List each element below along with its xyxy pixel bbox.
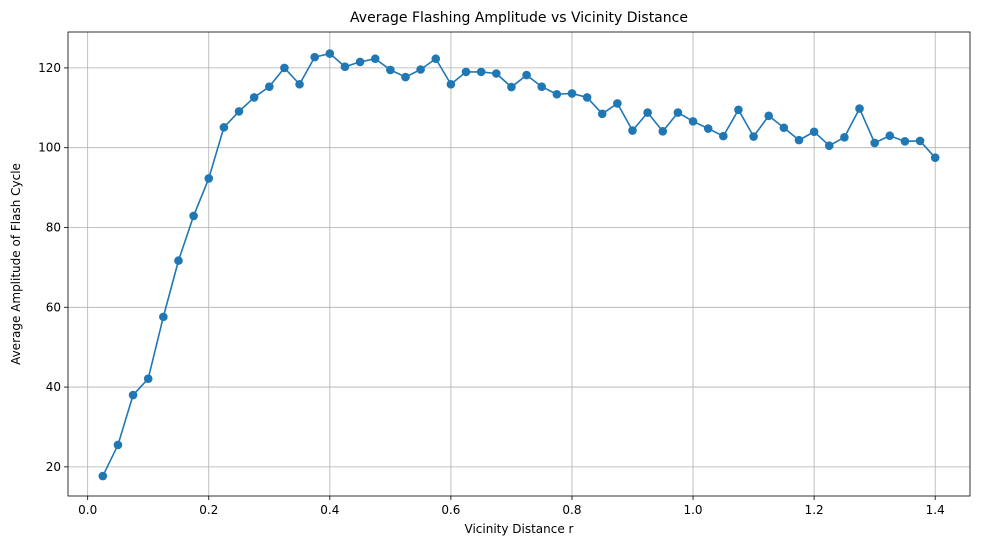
data-point: [446, 79, 456, 89]
data-point: [280, 63, 289, 73]
y-tick-label: 20: [46, 460, 61, 474]
data-point: [688, 117, 698, 126]
data-point: [885, 131, 895, 141]
data-point: [476, 67, 486, 77]
data-point: [824, 141, 834, 151]
data-point: [401, 72, 410, 82]
data-point: [537, 82, 547, 91]
data-point: [628, 126, 637, 135]
data-point: [915, 136, 925, 146]
data-point: [386, 65, 395, 75]
data-point: [219, 123, 229, 132]
data-point: [779, 123, 789, 133]
x-tick-label: 1.4: [926, 503, 945, 517]
data-point: [658, 127, 668, 136]
data-point: [749, 132, 758, 141]
data-point: [703, 124, 713, 133]
x-tick-label: 1.2: [805, 503, 824, 517]
data-point: [431, 54, 441, 64]
chart-title: Average Flashing Amplitude vs Vicinity D…: [350, 10, 688, 26]
data-point: [507, 82, 516, 92]
data-point: [809, 127, 819, 137]
data-point: [295, 79, 304, 89]
data-point: [643, 108, 652, 117]
data-point: [900, 137, 910, 146]
data-point: [143, 374, 153, 384]
data-point: [113, 440, 123, 450]
y-tick-label: 60: [46, 300, 61, 314]
data-point: [340, 62, 350, 72]
x-tick-label: 0.0: [78, 503, 97, 517]
data-point: [249, 93, 259, 102]
data-point: [98, 471, 108, 481]
series-line: [102, 52, 936, 477]
x-tick-label: 0.2: [199, 503, 218, 517]
data-point: [355, 57, 365, 67]
data-point: [522, 70, 531, 80]
data-point: [582, 93, 592, 102]
plot-frame: [67, 31, 971, 497]
x-tick-label: 0.6: [441, 503, 460, 517]
data-point: [567, 89, 577, 98]
data-point: [264, 82, 274, 91]
data-point: [734, 105, 743, 115]
data-point: [794, 135, 804, 145]
data-point: [855, 104, 864, 113]
ticks: 0.0 0.2 0.4 0.6 0.8 1.0 1.2 1.4 20 40 60 80 100 120: [38, 61, 945, 517]
data-point: [491, 69, 501, 78]
data-point: [673, 108, 683, 117]
data-point: [840, 133, 849, 142]
data-point: [128, 390, 138, 400]
data-point: [930, 153, 940, 162]
x-axis-label: Vicinity Distance r: [465, 522, 574, 536]
data-point: [325, 49, 335, 58]
data-point: [370, 54, 380, 64]
data-point: [764, 111, 774, 121]
data-point: [416, 65, 425, 74]
y-tick-label: 40: [46, 380, 61, 394]
grid: [68, 32, 970, 496]
data-point: [461, 67, 471, 77]
x-tick-label: 0.8: [562, 503, 581, 517]
data-point: [552, 89, 562, 99]
x-tick-label: 0.4: [320, 503, 339, 517]
data-point: [719, 131, 728, 141]
data-point: [310, 52, 319, 62]
data-point: [174, 256, 183, 265]
data-point: [597, 109, 607, 119]
y-tick-label: 100: [38, 141, 61, 155]
data-point: [159, 312, 168, 322]
data-point: [204, 174, 214, 183]
data-point: [234, 107, 244, 116]
data-point: [613, 99, 622, 108]
data-point: [189, 211, 198, 221]
data-point: [870, 138, 879, 148]
y-axis-label: Average Amplitude of Flash Cycle: [9, 163, 23, 365]
x-tick-label: 1.0: [683, 503, 702, 517]
y-tick-label: 120: [38, 61, 61, 75]
y-tick-label: 80: [46, 220, 61, 234]
series: [98, 49, 940, 481]
